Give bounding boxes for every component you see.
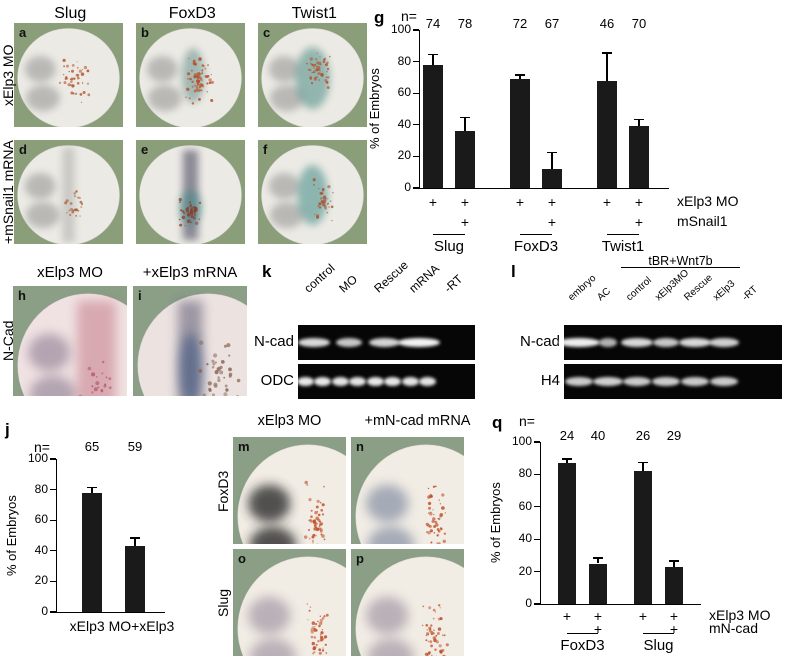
svg-text:h: h — [18, 288, 26, 303]
svg-text:a: a — [19, 25, 27, 40]
svg-text:o: o — [238, 551, 246, 566]
svg-text:i: i — [138, 288, 142, 303]
svg-text:c: c — [263, 25, 270, 40]
svg-text:n: n — [356, 439, 364, 454]
svg-text:f: f — [263, 142, 268, 157]
svg-text:e: e — [141, 142, 148, 157]
svg-text:d: d — [19, 142, 27, 157]
svg-text:m: m — [238, 439, 250, 454]
svg-text:p: p — [356, 551, 364, 566]
svg-text:b: b — [141, 25, 149, 40]
